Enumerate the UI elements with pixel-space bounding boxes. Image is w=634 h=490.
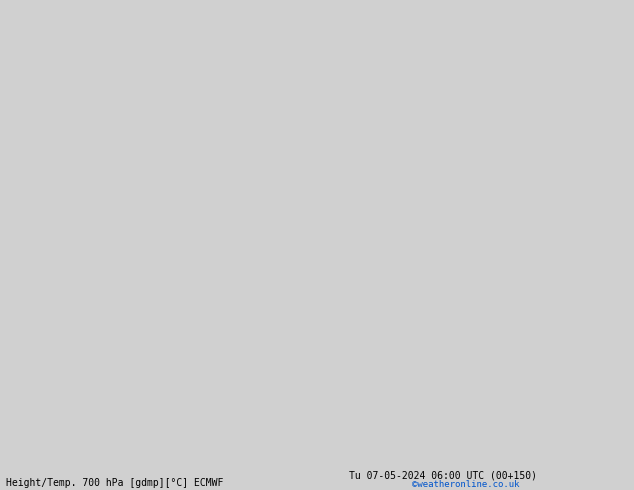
Text: ©weatheronline.co.uk: ©weatheronline.co.uk bbox=[412, 480, 520, 489]
Text: Height/Temp. 700 hPa [gdmp][°C] ECMWF: Height/Temp. 700 hPa [gdmp][°C] ECMWF bbox=[6, 478, 224, 488]
Text: Tu 07-05-2024 06:00 UTC (00+150): Tu 07-05-2024 06:00 UTC (00+150) bbox=[349, 470, 537, 480]
